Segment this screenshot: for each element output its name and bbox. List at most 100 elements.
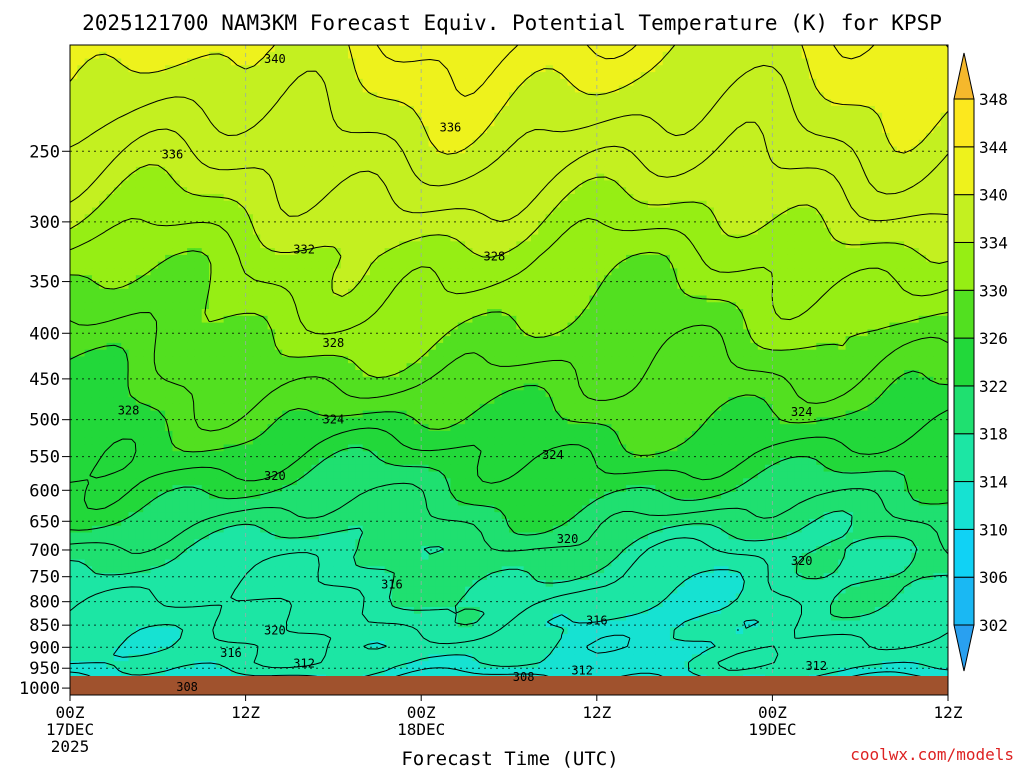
band-cell xyxy=(750,302,759,310)
band-cell xyxy=(201,261,210,270)
band-cell xyxy=(691,200,700,209)
band-cell xyxy=(472,65,481,73)
band-cell xyxy=(106,248,115,256)
band-cell xyxy=(765,241,773,249)
band-cell xyxy=(274,221,283,229)
band-cell xyxy=(274,309,283,317)
band-cell xyxy=(318,58,327,66)
band-cell xyxy=(801,166,810,175)
band-cell xyxy=(852,281,861,290)
band-cell xyxy=(216,78,225,87)
band-cell xyxy=(282,261,291,270)
band-cell xyxy=(135,281,144,290)
band-cell xyxy=(157,65,166,73)
band-cell xyxy=(596,78,605,87)
band-cell xyxy=(830,146,839,154)
band-cell xyxy=(896,78,905,87)
band-cell xyxy=(209,85,217,93)
band-cell xyxy=(867,254,876,263)
band-cell xyxy=(362,133,371,141)
band-cell xyxy=(772,207,781,215)
band-cell xyxy=(713,105,722,114)
band-cell xyxy=(743,99,752,107)
band-cell xyxy=(457,302,466,310)
band-cell xyxy=(289,227,298,236)
band-cell xyxy=(135,72,144,80)
band-cell xyxy=(801,281,810,290)
band-cell xyxy=(99,153,108,161)
band-cell xyxy=(838,207,847,215)
band-cell xyxy=(194,99,203,107)
band-cell xyxy=(274,72,283,80)
band-cell xyxy=(940,153,948,161)
band-cell xyxy=(589,112,598,121)
band-cell xyxy=(348,241,356,249)
band-cell xyxy=(596,92,605,100)
band-cell xyxy=(765,85,773,93)
band-cell xyxy=(99,99,108,107)
band-cell xyxy=(530,58,539,66)
band-cell xyxy=(896,248,905,256)
band-cell xyxy=(340,288,349,297)
band-cell xyxy=(187,309,195,317)
band-cell xyxy=(223,193,232,202)
band-cell xyxy=(326,234,334,242)
band-cell xyxy=(560,322,569,330)
band-cell xyxy=(589,139,598,148)
band-cell xyxy=(150,85,159,93)
band-cell xyxy=(384,322,393,330)
band-cell xyxy=(684,315,693,324)
band-cell xyxy=(538,234,547,242)
band-cell xyxy=(721,254,730,263)
band-cell xyxy=(399,112,408,121)
band-cell xyxy=(457,214,466,222)
band-cell xyxy=(684,45,693,53)
band-cell xyxy=(618,275,627,283)
band-cell xyxy=(560,248,569,256)
band-cell xyxy=(450,193,459,202)
band-cell xyxy=(889,234,898,242)
band-cell xyxy=(889,261,898,270)
band-cell xyxy=(230,180,239,188)
band-cell xyxy=(611,51,620,60)
band-cell xyxy=(904,241,913,249)
band-cell xyxy=(84,112,93,121)
band-cell xyxy=(509,309,517,317)
band-cell xyxy=(728,254,737,263)
band-cell xyxy=(779,72,788,80)
band-cell xyxy=(838,45,847,53)
band-cell xyxy=(567,92,576,100)
band-cell xyxy=(172,180,181,188)
band-cell xyxy=(77,51,86,60)
band-cell xyxy=(304,288,313,297)
band-cell xyxy=(918,214,927,222)
band-cell xyxy=(421,295,430,303)
band-cell xyxy=(721,234,730,242)
band-cell xyxy=(487,72,495,80)
band-cell xyxy=(157,58,166,66)
band-cell xyxy=(340,139,349,148)
band-cell xyxy=(852,99,861,107)
band-cell xyxy=(70,221,78,229)
band-cell xyxy=(348,207,356,215)
band-cell xyxy=(735,234,744,242)
band-cell xyxy=(794,193,803,202)
band-cell xyxy=(933,139,942,148)
band-cell xyxy=(640,248,649,256)
band-cell xyxy=(238,126,247,134)
band-cell xyxy=(282,85,291,93)
band-cell xyxy=(838,281,847,290)
band-cell xyxy=(465,241,474,249)
band-cell xyxy=(574,160,583,168)
band-cell xyxy=(516,173,525,182)
band-cell xyxy=(787,295,795,303)
band-cell xyxy=(509,302,517,310)
band-cell xyxy=(933,288,942,297)
band-cell xyxy=(545,153,554,161)
band-cell xyxy=(867,133,876,141)
band-cell xyxy=(640,315,649,324)
band-cell xyxy=(479,275,488,283)
band-cell xyxy=(311,227,320,236)
band-cell xyxy=(238,139,247,148)
band-cell xyxy=(282,288,291,297)
